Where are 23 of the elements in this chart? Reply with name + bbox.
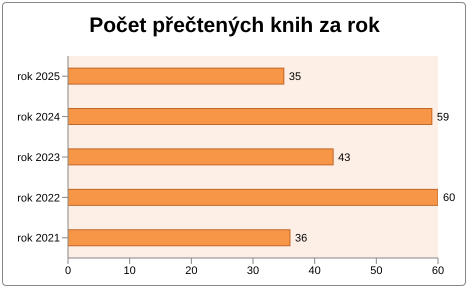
bar [68,229,290,246]
y-tick-label: rok 2021 [17,232,60,245]
x-tick-label: 20 [185,264,198,277]
data-label: 60 [443,192,456,204]
y-tick-label: rok 2025 [17,71,60,84]
data-label: 43 [338,152,350,164]
data-label: 59 [436,111,450,124]
bar [68,68,284,85]
bar [68,148,334,166]
x-tick-label: 50 [370,264,382,277]
x-tick-label: 0 [64,264,72,277]
y-tick-label: rok 2024 [17,112,60,124]
bar [68,188,438,206]
x-tick-label: 40 [308,264,321,277]
y-tick-label: rok 2023 [17,152,60,164]
data-label: 36 [295,232,308,245]
chart-title: Počet přečtených knih za rok [88,14,381,38]
x-tick-label: 30 [246,264,260,277]
x-tick-label: 10 [124,264,136,277]
x-tick-label: 60 [432,264,444,277]
data-label: 35 [288,71,302,84]
bar [68,108,432,126]
y-tick-label: rok 2022 [17,192,60,204]
